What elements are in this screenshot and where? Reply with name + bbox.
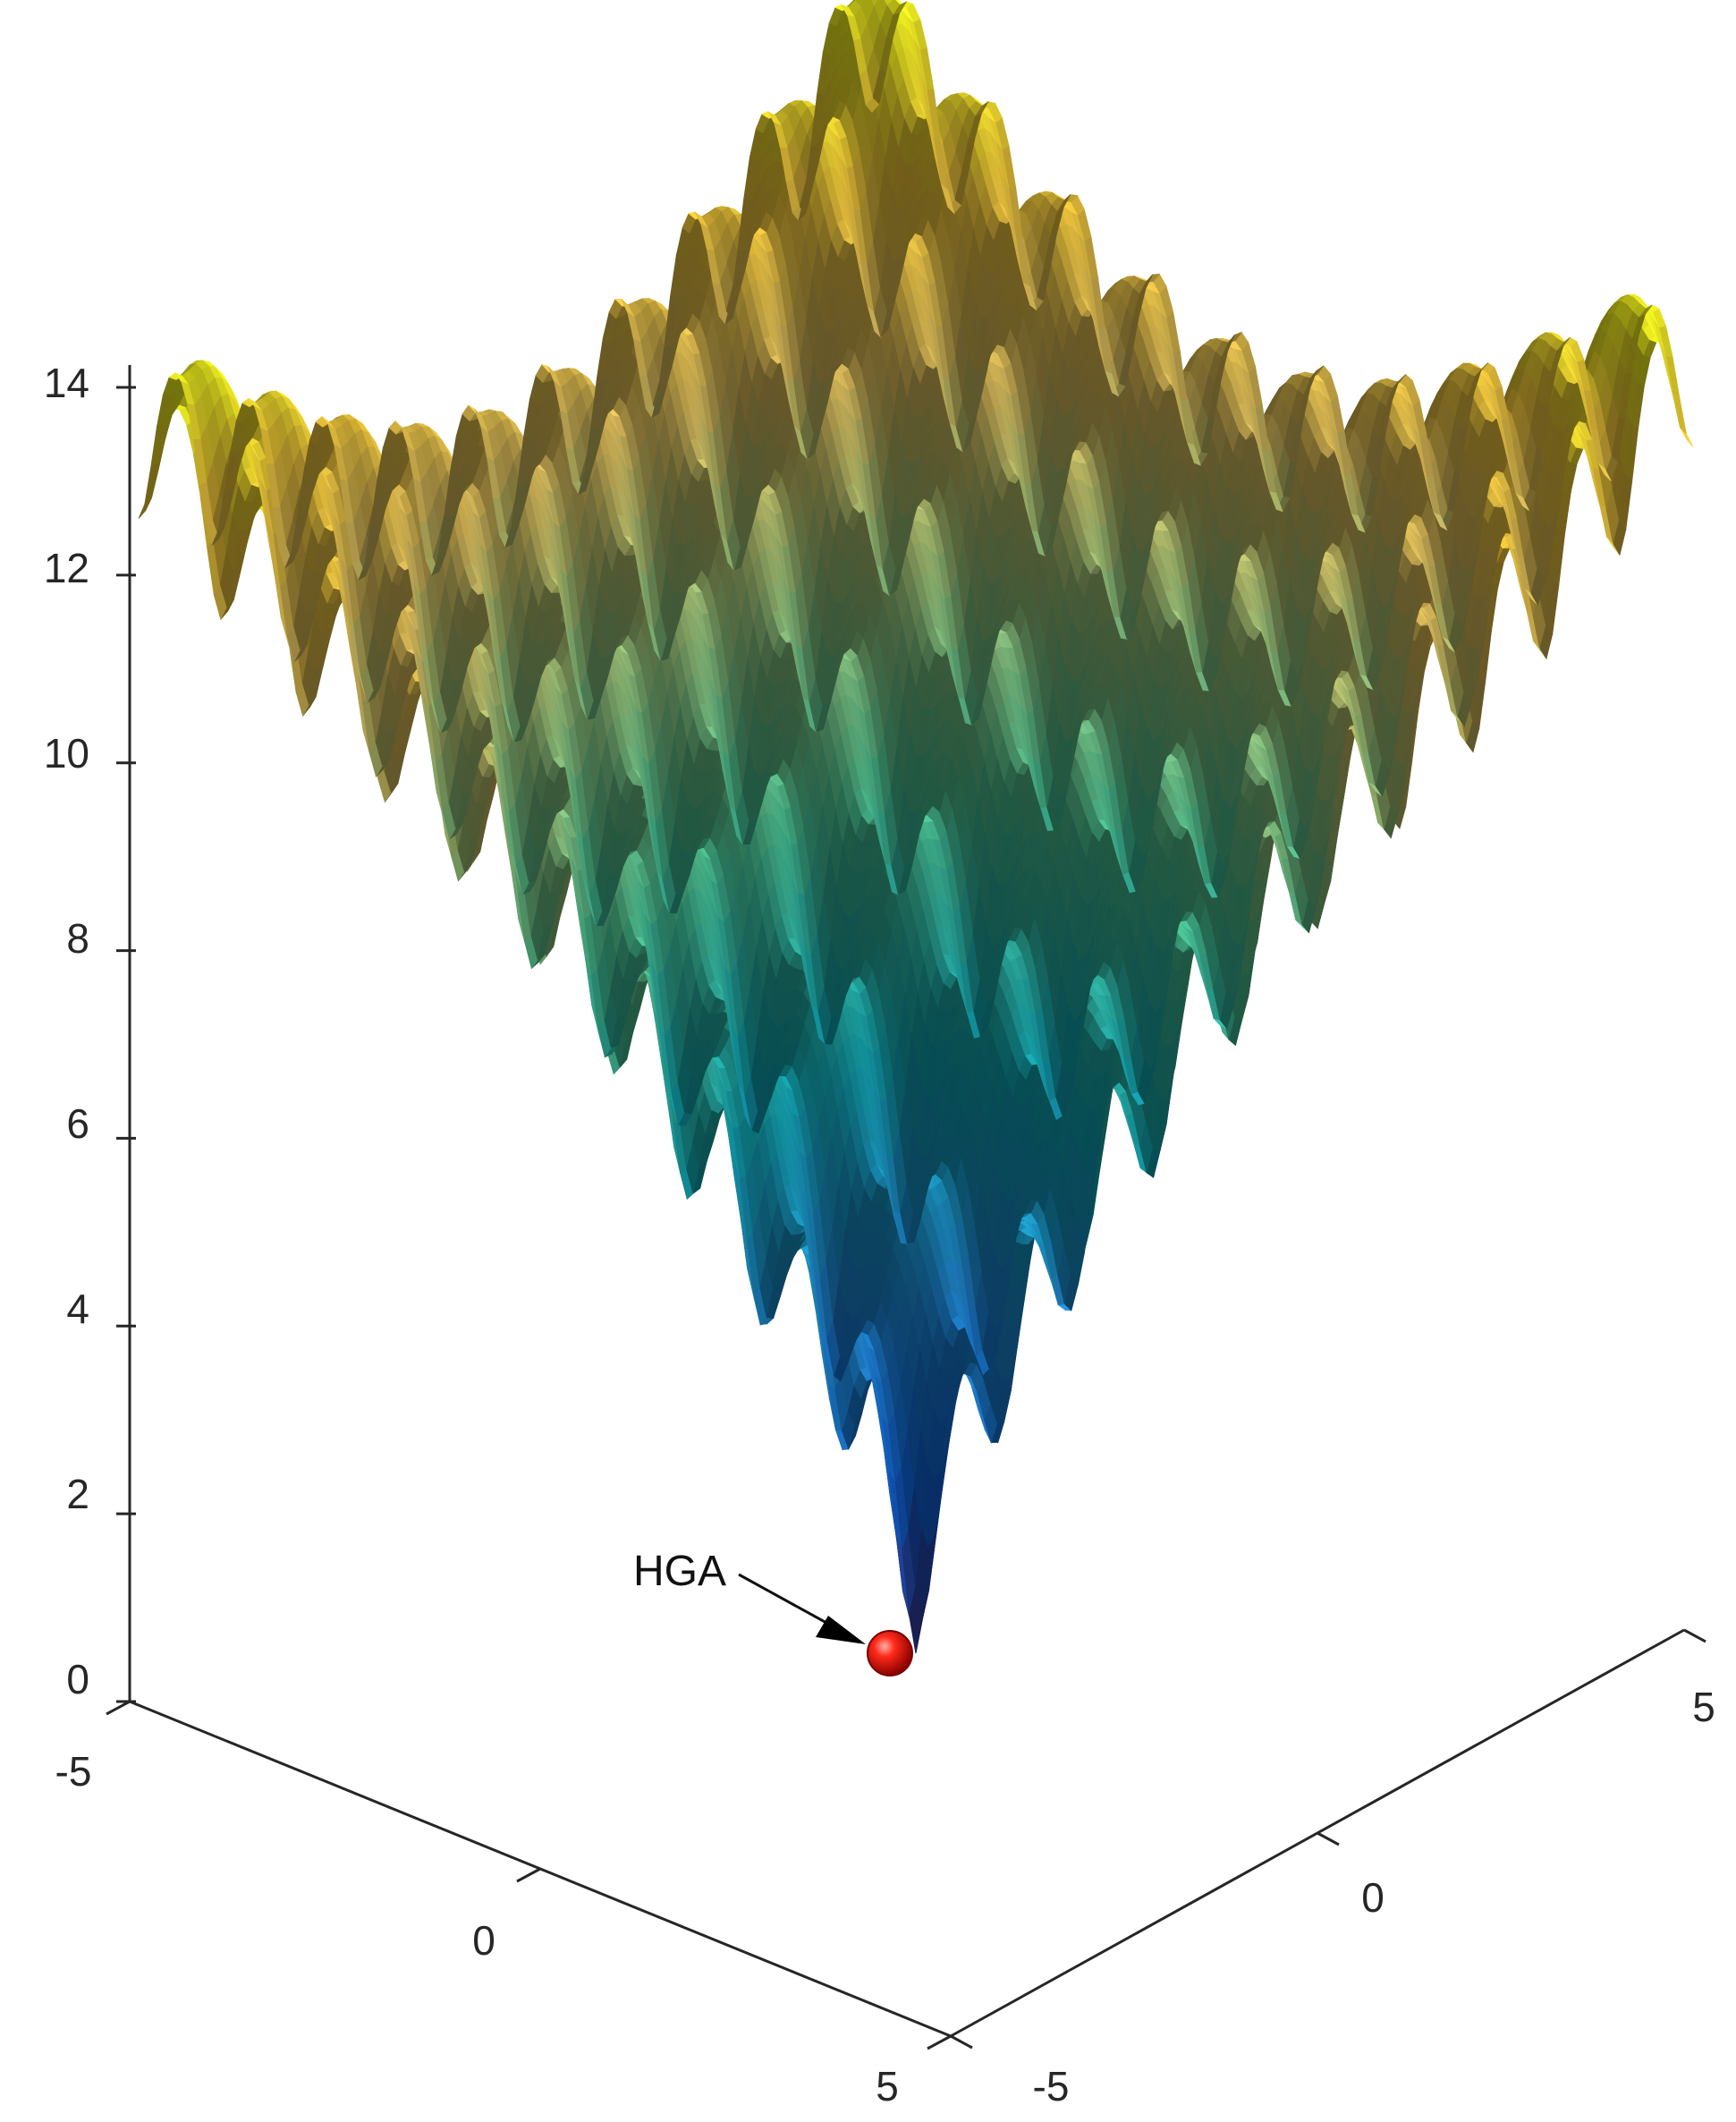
z-tick-label: 12 <box>44 545 89 591</box>
annotation-arrow-head <box>816 1616 866 1644</box>
y-tick-mark <box>1317 1831 1340 1846</box>
x-tick-mark <box>927 2034 952 2050</box>
x-tick-label: -5 <box>55 1748 92 1795</box>
hga-annotation: HGA <box>633 1548 866 1644</box>
z-tick-label: 14 <box>44 360 89 406</box>
y-tick-label: -5 <box>1033 2063 1070 2109</box>
annotation-arrow-shaft <box>738 1573 837 1630</box>
z-tick-label: 10 <box>44 730 89 777</box>
x-tick-mark <box>106 1700 131 1716</box>
minimum-marker <box>867 1630 913 1676</box>
z-tick-label: 8 <box>66 915 89 962</box>
y-tick-mark <box>1683 1628 1706 1643</box>
annotation-label: HGA <box>633 1548 726 1595</box>
x-tick-mark <box>516 1867 541 1883</box>
y-tick-label: 0 <box>1361 1874 1385 1921</box>
y-tick-label: 5 <box>1692 1684 1715 1730</box>
z-tick-label: 4 <box>66 1286 89 1332</box>
x-tick-label: 5 <box>876 2063 899 2109</box>
y-tick-mark <box>950 2034 973 2050</box>
surface <box>138 0 1694 1654</box>
z-tick-label: 6 <box>66 1100 89 1147</box>
x-tick-label: 0 <box>472 1917 495 1964</box>
z-tick-label: 2 <box>66 1471 89 1517</box>
z-tick-label: 0 <box>66 1656 89 1702</box>
